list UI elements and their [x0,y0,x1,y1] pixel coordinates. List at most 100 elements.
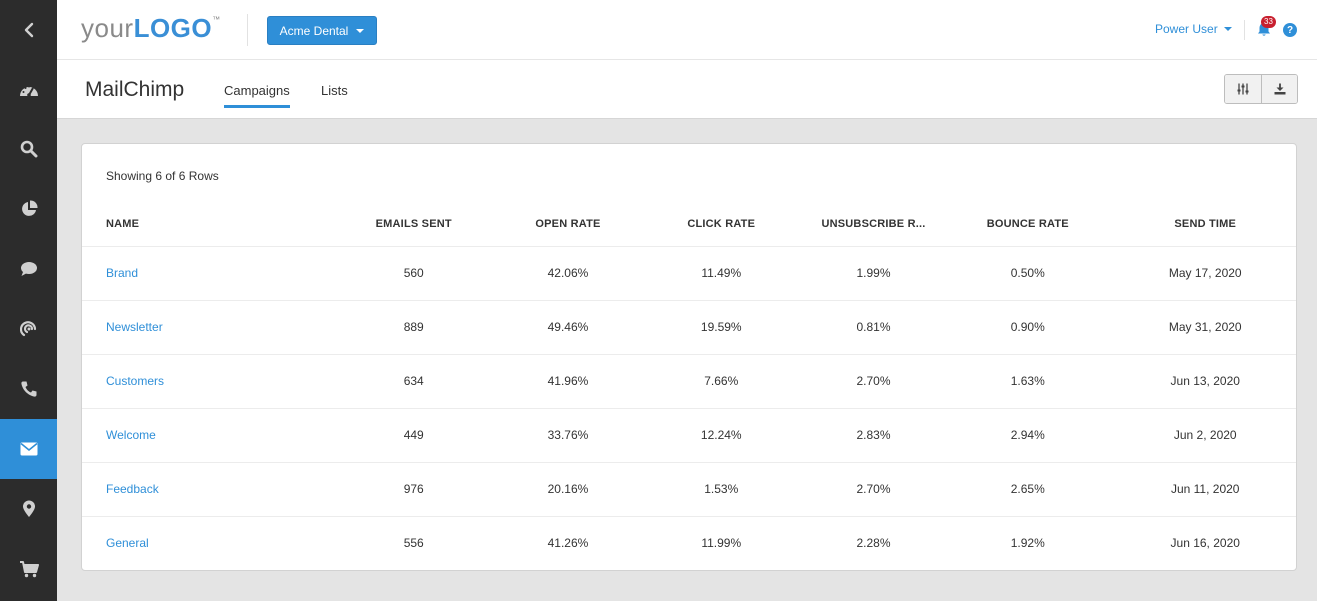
sidebar-item-shop[interactable] [0,539,57,599]
user-menu[interactable]: Power User [1155,22,1232,36]
cell-name: Feedback [82,462,329,517]
collapse-sidebar-button[interactable] [0,0,57,60]
cell-click-rate: 1.53% [636,462,806,517]
cell-click-rate: 11.49% [636,246,806,301]
toolbar-button-group [1224,74,1298,104]
filter-settings-button[interactable] [1225,75,1261,103]
sidebar-item-reports[interactable] [0,179,57,239]
cell-open-rate: 41.96% [499,354,637,409]
cell-emails-sent: 556 [403,536,424,551]
account-selector-button[interactable]: Acme Dental [267,16,377,45]
sidebar [0,0,57,601]
cell-unsubscribe-rate: 0.81% [805,300,942,355]
pie-chart-icon [21,200,38,216]
cell-emails-sent: 889 [328,300,500,355]
user-menu-label: Power User [1155,22,1218,36]
sliders-icon [1237,83,1249,95]
header-divider [1244,20,1245,40]
campaign-link[interactable]: Brand [106,266,139,280]
top-header: yourLOGO™ Acme Dental Power User 33 ? [57,0,1317,60]
cell-open-rate: 20.16% [499,462,637,517]
campaign-link[interactable]: Welcome [106,428,156,442]
campaign-link[interactable]: Feedback [106,482,159,496]
chevron-left-icon [24,22,33,38]
sidebar-item-email[interactable] [0,419,57,479]
sidebar-item-locations[interactable] [0,479,57,539]
table-row: Brand 560 42.06% 11.49% 1.99% 0.50% May … [82,246,1296,301]
table-row: Welcome 449 33.76% 12.24% 2.83% 2.94% Ju… [82,408,1296,463]
campaign-link[interactable]: Customers [106,374,165,388]
cell-unsubscribe-rate: 1.99% [805,246,942,301]
campaigns-card: Showing 6 of 6 Rows NAME EMAILS SENT OPE… [81,143,1297,571]
cell-send-time: Jun 11, 2020 [1114,462,1296,517]
cell-click-rate: 12.24% [636,408,806,463]
cell-send-time: Jun 2, 2020 [1114,408,1296,463]
caret-down-icon [356,28,365,33]
campaign-link[interactable]: Newsletter [106,320,163,334]
sidebar-item-search[interactable] [0,119,57,179]
sidebar-item-listening[interactable] [0,299,57,359]
help-icon[interactable]: ? [1283,23,1297,37]
tab-campaigns[interactable]: Campaigns [224,83,290,108]
header-divider [247,14,248,46]
cell-unsubscribe-rate: 2.28% [856,536,891,551]
column-header-bounce-rate[interactable]: BOUNCE RATE [941,203,1115,247]
table-row: Newsletter 889 49.46% 19.59% 0.81% 0.90%… [82,300,1296,355]
cell-name: Brand [82,246,329,301]
tab-lists[interactable]: Lists [321,83,348,98]
envelope-icon [19,442,38,456]
cell-bounce-rate: 2.94% [941,408,1115,463]
cell-send-time: Jun 13, 2020 [1114,354,1296,409]
cell-emails-sent: 976 [328,462,500,517]
column-header-emails-sent[interactable]: EMAILS SENT [328,203,500,247]
cell-name: Welcome [82,408,329,463]
column-header-open-rate[interactable]: OPEN RATE [499,203,637,247]
table-row: Feedback 976 20.16% 1.53% 2.70% 2.65% Ju… [82,462,1296,517]
cell-name: Customers [82,354,329,409]
cell-unsubscribe-rate: 2.70% [805,462,942,517]
table-header-row: NAME EMAILS SENT OPEN RATE CLICK RATE UN… [82,203,1296,247]
column-header-name[interactable]: NAME [82,203,329,247]
map-pin-icon [22,500,35,517]
cell-send-time: May 17, 2020 [1114,246,1296,301]
campaign-link[interactable]: General [106,536,149,551]
page-title: MailChimp [85,78,185,101]
sidebar-item-calls[interactable] [0,359,57,419]
cell-name: General [82,516,328,570]
cart-icon [19,561,39,578]
download-button[interactable] [1261,75,1297,103]
cell-send-time: Jun 16, 2020 [1170,536,1240,551]
logo-text-part2: LOGO [133,13,213,43]
download-icon [1274,83,1285,95]
dashboard-icon [19,85,38,97]
notification-count-badge: 33 [1261,16,1276,28]
cell-open-rate: 33.76% [499,408,637,463]
column-header-unsubscribe-rate[interactable]: UNSUBSCRIBE R... [805,203,942,247]
cell-open-rate: 49.46% [499,300,637,355]
sidebar-item-dashboard[interactable] [0,60,57,120]
cell-unsubscribe-rate: 2.83% [805,408,942,463]
brand-logo[interactable]: yourLOGO™ [81,13,221,44]
cell-emails-sent: 449 [328,408,500,463]
cell-emails-sent: 560 [328,246,500,301]
cell-open-rate: 41.26% [547,536,589,551]
cell-click-rate: 19.59% [636,300,806,355]
cell-open-rate: 42.06% [499,246,637,301]
cell-emails-sent: 634 [328,354,500,409]
caret-down-icon [1223,27,1232,31]
sidebar-item-messages[interactable] [0,239,57,299]
column-header-click-rate[interactable]: CLICK RATE [636,203,806,247]
table-row: General 556 41.26% 11.99% 2.28% 1.92% Ju… [82,516,1296,570]
cell-bounce-rate: 0.90% [941,300,1115,355]
cell-send-time: May 31, 2020 [1114,300,1296,355]
cell-click-rate: 11.99% [701,536,742,551]
logo-trademark: ™ [212,15,221,24]
column-header-send-time[interactable]: SEND TIME [1114,203,1296,247]
cell-bounce-rate: 1.92% [1010,536,1045,551]
cell-bounce-rate: 0.50% [941,246,1115,301]
cell-bounce-rate: 2.65% [941,462,1115,517]
signal-icon [19,321,36,337]
campaigns-table: NAME EMAILS SENT OPEN RATE CLICK RATE UN… [82,203,1296,570]
phone-icon [20,381,36,397]
table-row: Customers 634 41.96% 7.66% 2.70% 1.63% J… [82,354,1296,409]
